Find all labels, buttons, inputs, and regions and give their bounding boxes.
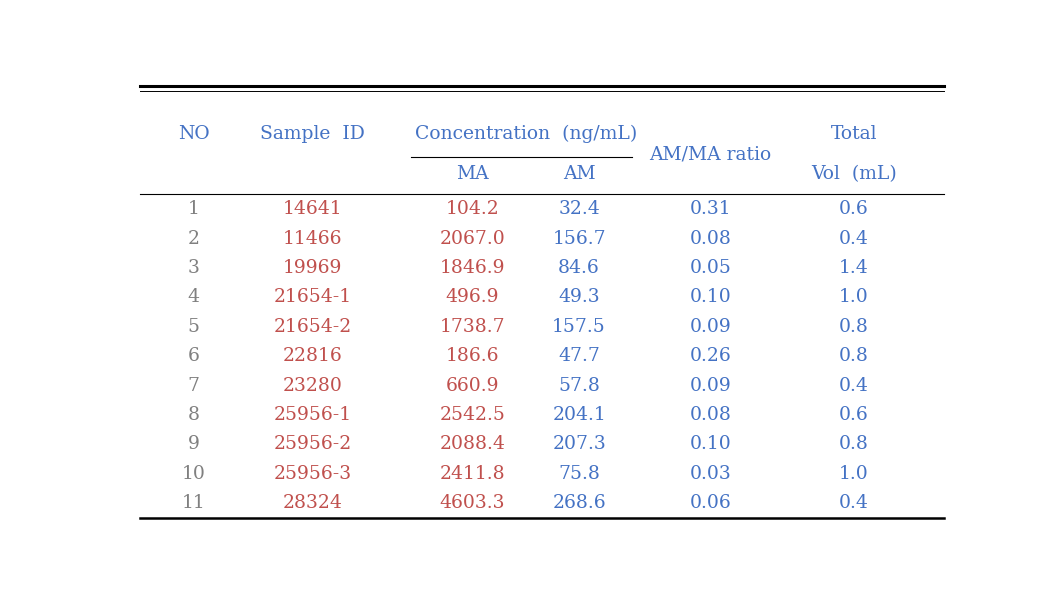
- Text: 156.7: 156.7: [552, 230, 606, 248]
- Text: 2067.0: 2067.0: [440, 230, 506, 248]
- Text: 5: 5: [187, 318, 200, 336]
- Text: 0.8: 0.8: [839, 436, 869, 454]
- Text: 11: 11: [182, 494, 205, 512]
- Text: 0.08: 0.08: [690, 230, 731, 248]
- Text: 0.4: 0.4: [839, 494, 869, 512]
- Text: 0.06: 0.06: [690, 494, 731, 512]
- Text: 104.2: 104.2: [445, 200, 499, 218]
- Text: 157.5: 157.5: [552, 318, 606, 336]
- Text: 1.0: 1.0: [839, 465, 869, 483]
- Text: 2411.8: 2411.8: [440, 465, 506, 483]
- Text: 6: 6: [188, 347, 200, 365]
- Text: Sample  ID: Sample ID: [260, 125, 365, 143]
- Text: 0.4: 0.4: [839, 377, 869, 395]
- Text: 1846.9: 1846.9: [440, 259, 506, 277]
- Text: 8: 8: [187, 406, 200, 424]
- Text: 186.6: 186.6: [445, 347, 499, 365]
- Text: 0.05: 0.05: [690, 259, 731, 277]
- Text: 7: 7: [187, 377, 200, 395]
- Text: 10: 10: [182, 465, 205, 483]
- Text: 496.9: 496.9: [445, 289, 499, 307]
- Text: Concentration  (ng/mL): Concentration (ng/mL): [415, 125, 637, 143]
- Text: 1.4: 1.4: [839, 259, 869, 277]
- Text: 1: 1: [188, 200, 200, 218]
- Text: 22816: 22816: [282, 347, 343, 365]
- Text: 25956-1: 25956-1: [274, 406, 351, 424]
- Text: 14641: 14641: [282, 200, 343, 218]
- Text: 28324: 28324: [282, 494, 343, 512]
- Text: 2088.4: 2088.4: [439, 436, 506, 454]
- Text: 23280: 23280: [282, 377, 343, 395]
- Text: 4: 4: [187, 289, 200, 307]
- Text: 2: 2: [187, 230, 200, 248]
- Text: 0.09: 0.09: [690, 377, 731, 395]
- Text: 19969: 19969: [282, 259, 343, 277]
- Text: AM/MA ratio: AM/MA ratio: [650, 145, 771, 163]
- Text: 2542.5: 2542.5: [439, 406, 506, 424]
- Text: 0.10: 0.10: [690, 289, 731, 307]
- Text: 0.09: 0.09: [690, 318, 731, 336]
- Text: Total: Total: [831, 125, 877, 143]
- Text: NO: NO: [178, 125, 209, 143]
- Text: 0.10: 0.10: [690, 436, 731, 454]
- Text: 0.03: 0.03: [690, 465, 731, 483]
- Text: 21654-1: 21654-1: [274, 289, 351, 307]
- Text: 11466: 11466: [282, 230, 343, 248]
- Text: 0.6: 0.6: [839, 406, 869, 424]
- Text: 0.8: 0.8: [839, 347, 869, 365]
- Text: 204.1: 204.1: [552, 406, 606, 424]
- Text: 0.08: 0.08: [690, 406, 731, 424]
- Text: 0.6: 0.6: [839, 200, 869, 218]
- Text: 25956-2: 25956-2: [274, 436, 351, 454]
- Text: 660.9: 660.9: [445, 377, 499, 395]
- Text: 268.6: 268.6: [552, 494, 606, 512]
- Text: 207.3: 207.3: [552, 436, 606, 454]
- Text: MA: MA: [456, 164, 489, 182]
- Text: 84.6: 84.6: [559, 259, 600, 277]
- Text: 0.31: 0.31: [690, 200, 731, 218]
- Text: 1.0: 1.0: [839, 289, 869, 307]
- Text: 47.7: 47.7: [559, 347, 600, 365]
- Text: 25956-3: 25956-3: [274, 465, 351, 483]
- Text: 3: 3: [188, 259, 200, 277]
- Text: 75.8: 75.8: [559, 465, 600, 483]
- Text: 0.26: 0.26: [690, 347, 731, 365]
- Text: 32.4: 32.4: [559, 200, 600, 218]
- Text: AM: AM: [563, 164, 596, 182]
- Text: 9: 9: [188, 436, 200, 454]
- Text: 0.4: 0.4: [839, 230, 869, 248]
- Text: 57.8: 57.8: [559, 377, 600, 395]
- Text: Vol  (mL): Vol (mL): [810, 164, 897, 182]
- Text: 1738.7: 1738.7: [440, 318, 506, 336]
- Text: 49.3: 49.3: [559, 289, 600, 307]
- Text: 4603.3: 4603.3: [440, 494, 506, 512]
- Text: 21654-2: 21654-2: [274, 318, 351, 336]
- Text: 0.8: 0.8: [839, 318, 869, 336]
